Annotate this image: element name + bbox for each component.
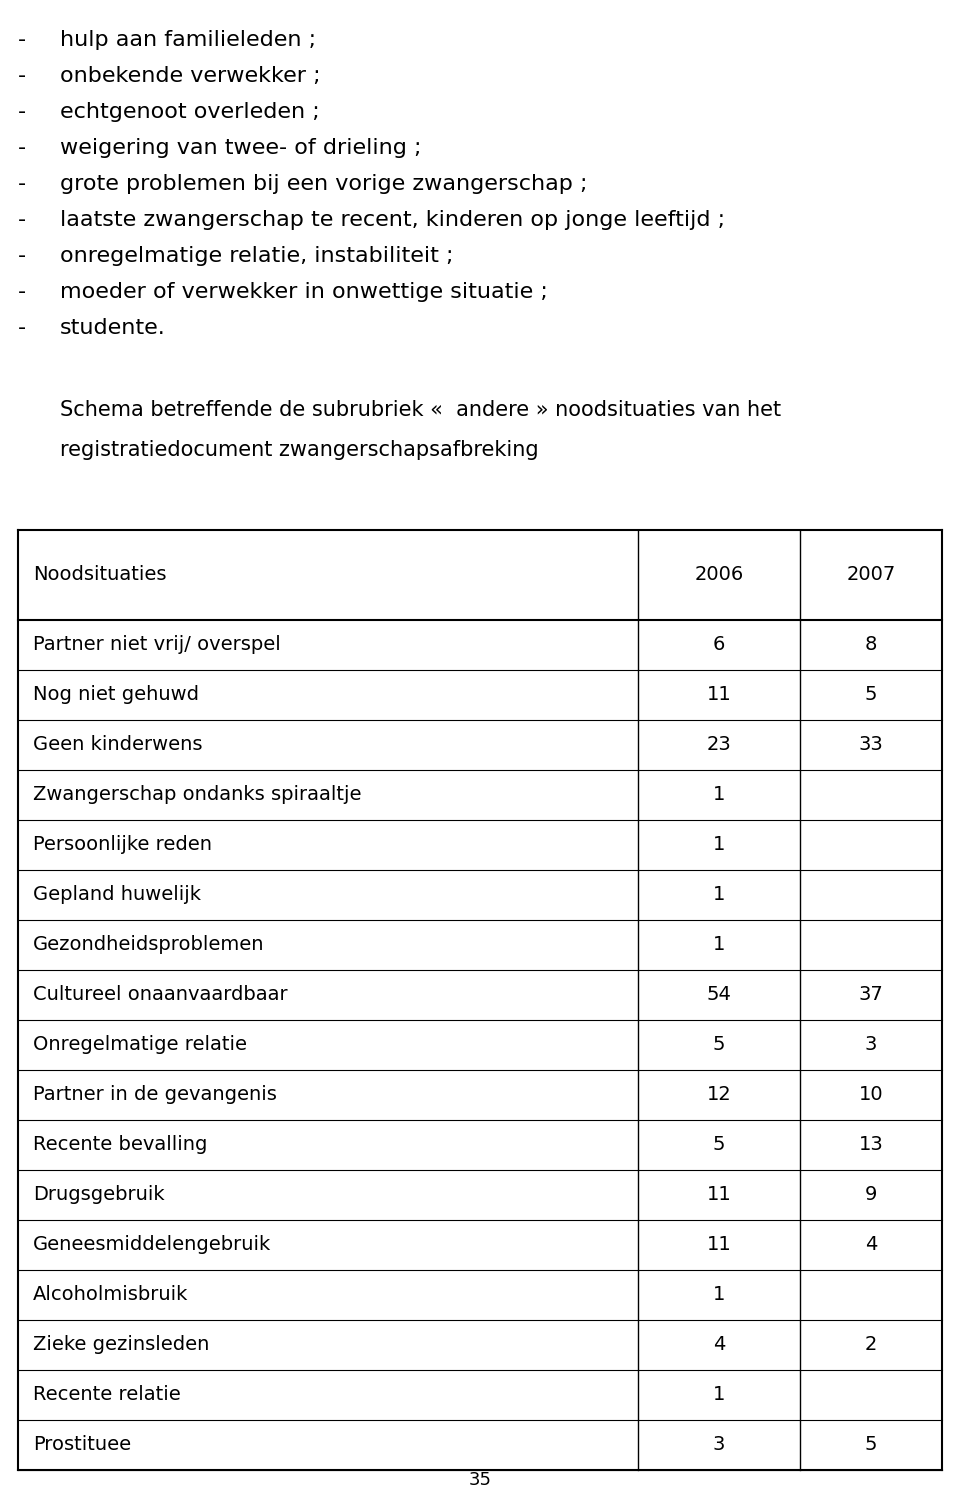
Text: -: -	[18, 318, 26, 338]
Text: 12: 12	[707, 1085, 732, 1105]
Text: 1: 1	[713, 836, 725, 854]
Text: 3: 3	[713, 1435, 725, 1455]
Text: Persoonlijke reden: Persoonlijke reden	[33, 836, 212, 854]
Text: Recente relatie: Recente relatie	[33, 1385, 180, 1405]
Text: 1: 1	[713, 1286, 725, 1304]
Text: 33: 33	[858, 735, 883, 754]
Text: Gezondheidsproblemen: Gezondheidsproblemen	[33, 936, 265, 955]
Text: 11: 11	[707, 1186, 732, 1204]
Text: -: -	[18, 282, 26, 302]
Text: 5: 5	[865, 1435, 877, 1455]
Text: Zwangerschap ondanks spiraaltje: Zwangerschap ondanks spiraaltje	[33, 786, 362, 804]
Text: 10: 10	[858, 1085, 883, 1105]
Text: 4: 4	[713, 1335, 725, 1355]
Text: -: -	[18, 246, 26, 266]
Text: Noodsituaties: Noodsituaties	[33, 566, 166, 584]
Text: 8: 8	[865, 635, 877, 655]
Text: 11: 11	[707, 1236, 732, 1254]
Text: 4: 4	[865, 1236, 877, 1254]
Text: 1: 1	[713, 1385, 725, 1405]
Text: Recente bevalling: Recente bevalling	[33, 1135, 207, 1154]
Text: Cultureel onaanvaardbaar: Cultureel onaanvaardbaar	[33, 985, 288, 1005]
Text: 1: 1	[713, 936, 725, 955]
Text: 2: 2	[865, 1335, 877, 1355]
Text: registratiedocument zwangerschapsafbreking: registratiedocument zwangerschapsafbreki…	[60, 441, 539, 460]
Text: Geen kinderwens: Geen kinderwens	[33, 735, 203, 754]
Text: -: -	[18, 30, 26, 50]
Text: 23: 23	[707, 735, 732, 754]
Text: 13: 13	[858, 1135, 883, 1154]
Text: 11: 11	[707, 685, 732, 705]
Text: 9: 9	[865, 1186, 877, 1204]
Text: weigering van twee- of drieling ;: weigering van twee- of drieling ;	[60, 137, 421, 158]
Text: 3: 3	[865, 1035, 877, 1055]
Text: 35: 35	[468, 1471, 492, 1489]
Text: moeder of verwekker in onwettige situatie ;: moeder of verwekker in onwettige situati…	[60, 282, 548, 302]
Text: Alcoholmisbruik: Alcoholmisbruik	[33, 1286, 188, 1304]
Text: studente.: studente.	[60, 318, 166, 338]
Text: Prostituee: Prostituee	[33, 1435, 132, 1455]
Text: -: -	[18, 66, 26, 86]
Text: 5: 5	[865, 685, 877, 705]
Text: Partner niet vrij/ overspel: Partner niet vrij/ overspel	[33, 635, 280, 655]
Text: 1: 1	[713, 886, 725, 904]
Text: Gepland huwelijk: Gepland huwelijk	[33, 886, 201, 904]
Text: -: -	[18, 137, 26, 158]
Text: 2006: 2006	[694, 566, 744, 584]
Text: -: -	[18, 103, 26, 122]
Text: -: -	[18, 210, 26, 229]
Text: -: -	[18, 174, 26, 195]
Text: laatste zwangerschap te recent, kinderen op jonge leeftijd ;: laatste zwangerschap te recent, kinderen…	[60, 210, 725, 229]
Text: onbekende verwekker ;: onbekende verwekker ;	[60, 66, 321, 86]
Text: hulp aan familieleden ;: hulp aan familieleden ;	[60, 30, 316, 50]
Text: 1: 1	[713, 786, 725, 804]
Text: 2007: 2007	[847, 566, 896, 584]
Text: Schema betreffende de subrubriek «  andere » noodsituaties van het: Schema betreffende de subrubriek « ander…	[60, 400, 781, 420]
Text: 5: 5	[712, 1135, 725, 1154]
Text: 5: 5	[712, 1035, 725, 1055]
Text: 54: 54	[707, 985, 732, 1005]
Text: echtgenoot overleden ;: echtgenoot overleden ;	[60, 103, 320, 122]
Text: 6: 6	[713, 635, 725, 655]
Text: Geneesmiddelengebruik: Geneesmiddelengebruik	[33, 1236, 272, 1254]
Text: Nog niet gehuwd: Nog niet gehuwd	[33, 685, 199, 705]
Text: Zieke gezinsleden: Zieke gezinsleden	[33, 1335, 209, 1355]
Text: Drugsgebruik: Drugsgebruik	[33, 1186, 164, 1204]
Text: Onregelmatige relatie: Onregelmatige relatie	[33, 1035, 247, 1055]
Text: onregelmatige relatie, instabiliteit ;: onregelmatige relatie, instabiliteit ;	[60, 246, 453, 266]
Text: Partner in de gevangenis: Partner in de gevangenis	[33, 1085, 276, 1105]
Text: 37: 37	[858, 985, 883, 1005]
Text: grote problemen bij een vorige zwangerschap ;: grote problemen bij een vorige zwangersc…	[60, 174, 588, 195]
